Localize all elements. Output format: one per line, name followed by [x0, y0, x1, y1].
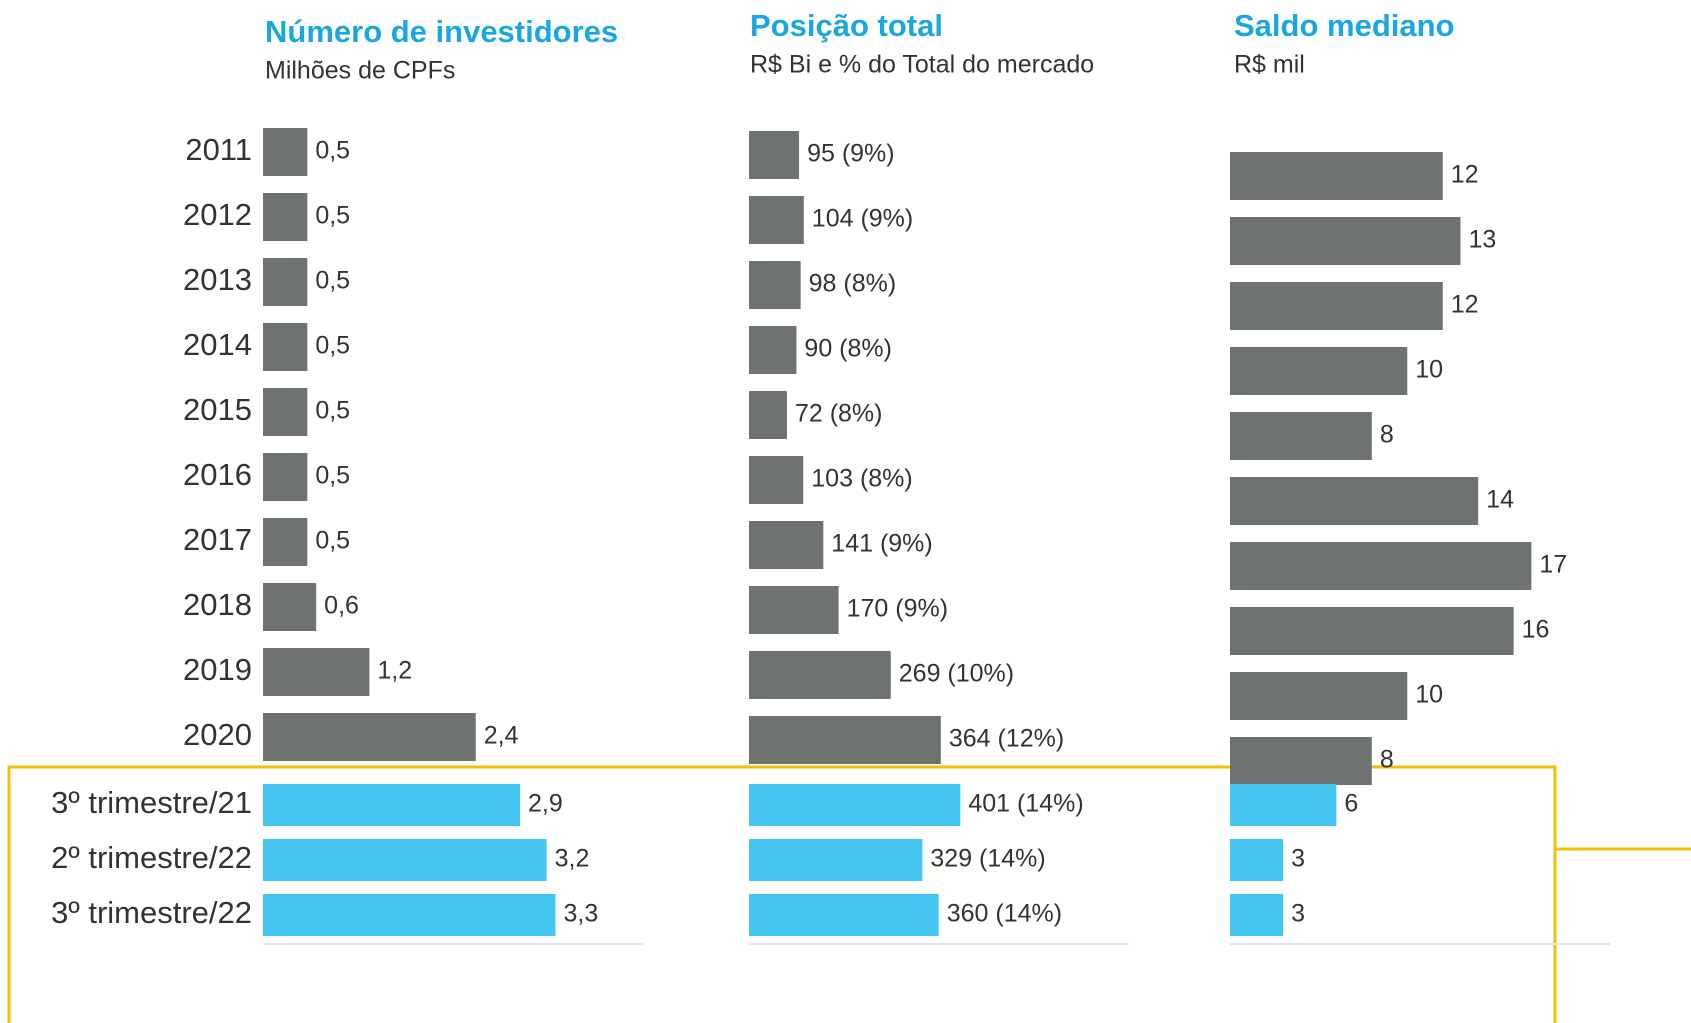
value-label: 13: [1468, 226, 1496, 254]
value-label: 329 (14%): [930, 845, 1045, 873]
bar: [263, 583, 317, 631]
category-label: 3º trimestre/21: [51, 785, 252, 820]
bar: [263, 323, 308, 371]
category-label: 2015: [183, 392, 252, 427]
value-label: 0,5: [315, 137, 350, 165]
value-label: 0,6: [324, 592, 359, 620]
category-label: 2019: [183, 652, 252, 687]
value-label: 360 (14%): [947, 900, 1062, 928]
value-label: 2,4: [484, 722, 519, 750]
category-label: 2016: [183, 457, 252, 492]
panel-subtitle: R$ Bi e % do Total do mercado: [750, 51, 1094, 79]
value-label: 0,5: [315, 462, 350, 490]
value-label: 16: [1522, 616, 1550, 644]
bar: [263, 453, 308, 501]
value-label: 170 (9%): [847, 595, 948, 623]
value-label: 0,5: [315, 267, 350, 295]
bar: [749, 326, 797, 374]
value-label: 95 (9%): [807, 140, 895, 168]
bar: [263, 839, 547, 881]
value-label: 17: [1539, 551, 1567, 579]
value-label: 0,5: [315, 332, 350, 360]
panel-title: Posição total: [750, 8, 943, 43]
category-label: 2013: [183, 262, 252, 297]
panel-subtitle: R$ mil: [1234, 51, 1305, 79]
value-label: 269 (10%): [899, 660, 1014, 688]
category-label: 2014: [183, 327, 252, 362]
bar: [1230, 607, 1514, 655]
category-label: 2012: [183, 197, 252, 232]
value-label: 8: [1380, 746, 1394, 774]
bar: [749, 196, 804, 244]
bar: [749, 261, 801, 309]
bar: [1230, 477, 1479, 525]
category-label: 2011: [185, 132, 252, 167]
value-label: 0,5: [315, 202, 350, 230]
bar: [749, 521, 824, 569]
bar: [263, 784, 521, 826]
highlight-box: [7, 765, 1557, 1023]
value-label: 364 (12%): [949, 725, 1064, 753]
bar: [263, 258, 308, 306]
category-label: 2020: [183, 717, 252, 752]
bar: [1230, 542, 1532, 590]
bar: [1230, 282, 1443, 330]
value-label: 3,3: [564, 900, 599, 928]
category-label: 2017: [183, 522, 252, 557]
value-label: 10: [1415, 681, 1443, 709]
bar: [1230, 737, 1372, 785]
panel-title: Número de investidores: [265, 14, 618, 49]
bar: [263, 713, 476, 761]
bar: [1230, 217, 1461, 265]
bar: [1230, 412, 1372, 460]
bar: [1230, 839, 1284, 881]
panel-title: Saldo mediano: [1234, 8, 1454, 43]
bar: [263, 128, 308, 176]
value-label: 2,9: [528, 790, 563, 818]
value-label: 10: [1415, 356, 1443, 384]
category-label: 2018: [183, 587, 252, 622]
value-label: 90 (8%): [804, 335, 892, 363]
bar: [1230, 672, 1408, 720]
bar: [263, 518, 308, 566]
bar: [263, 388, 308, 436]
bar: [749, 894, 939, 936]
value-label: 0,5: [315, 397, 350, 425]
value-label: 12: [1451, 291, 1479, 319]
bar: [1230, 784, 1337, 826]
value-label: 12: [1451, 161, 1479, 189]
panel-subtitle: Milhões de CPFs: [265, 57, 455, 85]
bar: [1230, 894, 1284, 936]
bar: [749, 651, 891, 699]
value-label: 6: [1344, 790, 1358, 818]
value-label: 98 (8%): [809, 270, 897, 298]
value-label: 1,2: [377, 657, 412, 685]
bar: [749, 716, 941, 764]
value-label: 401 (14%): [968, 790, 1083, 818]
value-label: 14: [1486, 486, 1514, 514]
value-label: 3,2: [555, 845, 590, 873]
bar: [1230, 152, 1443, 200]
bar: [749, 586, 839, 634]
bar: [749, 784, 961, 826]
value-label: 103 (8%): [811, 465, 912, 493]
bar: [749, 131, 800, 179]
value-label: 141 (9%): [831, 530, 932, 558]
bar: [263, 193, 308, 241]
value-label: 0,5: [315, 527, 350, 555]
bar: [749, 839, 923, 881]
bar: [263, 894, 556, 936]
category-label: 3º trimestre/22: [51, 895, 252, 930]
bar: [749, 456, 804, 504]
bar: [263, 648, 370, 696]
value-label: 104 (9%): [812, 205, 913, 233]
category-label: 2º trimestre/22: [51, 840, 252, 875]
bar: [1230, 347, 1408, 395]
value-label: 8: [1380, 421, 1394, 449]
value-label: 3: [1291, 900, 1305, 928]
bar: [749, 391, 787, 439]
value-label: 72 (8%): [795, 400, 883, 428]
value-label: 3: [1291, 845, 1305, 873]
